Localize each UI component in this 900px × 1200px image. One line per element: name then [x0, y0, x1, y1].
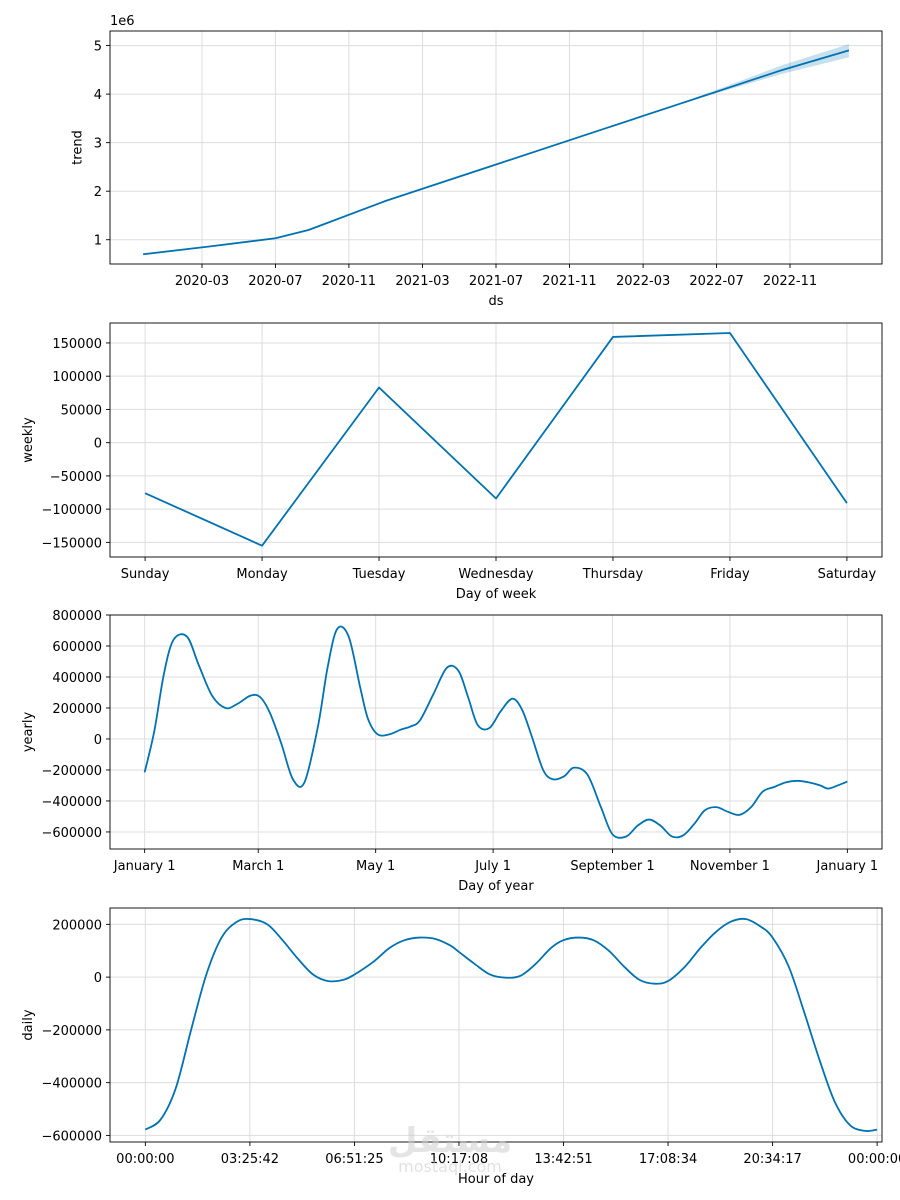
daily-y-tick-label: −400000 [41, 1077, 102, 1092]
weekly-y-tick-label: 150000 [52, 337, 102, 352]
trend-axis-offset-label: 1e6 [110, 14, 135, 29]
daily-y-tick-label: 0 [94, 971, 102, 986]
trend-x-tick-label: 2021-07 [469, 274, 523, 289]
daily-x-tick-label: 17:08:34 [639, 1152, 697, 1167]
daily-x-tick-label: 13:42:51 [534, 1152, 592, 1167]
trend-x-tick-label: 2020-11 [322, 274, 376, 289]
chart-yearly: January 1 March 1 May 1 July 1 September 1 No… [21, 609, 883, 894]
weekly-y-axis-label: weekly [21, 417, 36, 463]
trend-x-tick-label: 2020-03 [175, 274, 229, 289]
yearly-series-line [143, 625, 848, 839]
daily-x-axis-label: Hour of day [458, 1172, 534, 1187]
yearly-x-tick-label: July 1 [474, 859, 511, 874]
yearly-y-tick-label: −600000 [41, 826, 102, 841]
yearly-y-axis-label: yearly [21, 712, 36, 753]
daily-series-line [144, 917, 878, 1132]
yearly-grid [110, 614, 882, 849]
trend-y-tick-label: 3 [94, 137, 102, 152]
daily-y-tick-label: −200000 [41, 1024, 102, 1039]
trend-x-tick-label: 2022-03 [616, 274, 670, 289]
weekly-y-tick-label: −50000 [50, 470, 102, 485]
weekly-series-line [144, 332, 848, 547]
weekly-x-axis-label: Day of week [456, 587, 537, 602]
trend-y-axis-label: trend [71, 130, 86, 165]
daily-x-tick-label: 20:34:17 [743, 1152, 801, 1167]
trend-series-line [142, 49, 850, 256]
weekly-x-tick-label: Monday [236, 567, 288, 582]
trend-y-tick-label: 4 [94, 88, 102, 103]
yearly-x-tick-label: January 1 [113, 859, 176, 874]
watermark-logo: مستقل [388, 1121, 512, 1161]
weekly-y-tick-label: 50000 [61, 403, 102, 418]
yearly-x-tick-label: September 1 [570, 859, 654, 874]
yearly-x-tick-label: November 1 [690, 859, 770, 874]
yearly-x-tick-label: March 1 [232, 859, 284, 874]
trend-y-tick-label: 2 [94, 185, 102, 200]
chart-panels: 2020-03 2020-07 2020-11 2021-03 2021-07 2021-… [21, 14, 900, 1187]
chart-daily: 00:00:00 03:25:42 06:51:25 10:17:08 13:42:51… [21, 907, 900, 1187]
daily-y-tick-label: 200000 [52, 918, 102, 933]
trend-x-tick-label: 2021-11 [542, 274, 596, 289]
trend-x-tick-label: 2022-11 [763, 274, 817, 289]
yearly-x-axis-label: Day of year [458, 879, 534, 894]
yearly-y-tick-label: 600000 [52, 640, 102, 655]
trend-uncertainty-band [606, 44, 849, 129]
weekly-x-tick-label: Sunday [121, 567, 170, 582]
daily-y-axis-label: daily [21, 1009, 36, 1040]
daily-x-tick-label: 00:00:00 [116, 1152, 174, 1167]
weekly-x-tick-label: Wednesday [458, 567, 534, 582]
weekly-y-tick-label: 0 [94, 437, 102, 452]
weekly-y-tick-label: −100000 [41, 503, 102, 518]
watermark: مستقل mostaql.com [388, 1121, 512, 1176]
yearly-y-tick-label: 400000 [52, 671, 102, 686]
daily-x-tick-label: 00:00:00 [848, 1152, 900, 1167]
yearly-plot-frame [109, 614, 883, 850]
daily-grid [110, 908, 882, 1142]
weekly-y-tick-label: 100000 [52, 370, 102, 385]
watermark-site: mostaql.com [398, 1157, 502, 1176]
daily-x-tick-label: 06:51:25 [325, 1152, 383, 1167]
yearly-y-tick-label: −200000 [41, 764, 102, 779]
trend-x-tick-label: 2022-07 [689, 274, 743, 289]
trend-grid [110, 31, 882, 264]
trend-y-tick-label: 1 [94, 234, 102, 249]
yearly-y-tick-label: 0 [94, 733, 102, 748]
yearly-x-tick-label: May 1 [356, 859, 395, 874]
chart-weekly: Sunday Monday Tuesday Wednesday Thursday Frid… [21, 322, 883, 602]
trend-x-tick-label: 2021-03 [395, 274, 449, 289]
chart-trend: 2020-03 2020-07 2020-11 2021-03 2021-07 2021-… [71, 14, 883, 309]
trend-x-axis-label: ds [488, 294, 503, 309]
weekly-grid [110, 323, 882, 557]
daily-plot-frame [109, 907, 883, 1143]
weekly-x-tick-label: Friday [710, 567, 750, 582]
yearly-y-tick-label: 200000 [52, 702, 102, 717]
yearly-y-tick-label: 800000 [52, 609, 102, 624]
weekly-y-tick-label: −150000 [41, 536, 102, 551]
trend-x-tick-label: 2020-07 [248, 274, 302, 289]
weekly-x-tick-label: Tuesday [352, 567, 406, 582]
daily-x-tick-label: 03:25:42 [221, 1152, 279, 1167]
yearly-x-tick-label: January 1 [816, 859, 879, 874]
weekly-x-tick-label: Thursday [582, 567, 644, 582]
trend-y-tick-label: 5 [94, 40, 102, 55]
weekly-x-tick-label: Saturday [818, 567, 877, 582]
daily-y-tick-label: −600000 [41, 1129, 102, 1144]
yearly-y-tick-label: −400000 [41, 795, 102, 810]
daily-x-tick-label: 10:17:08 [430, 1152, 488, 1167]
